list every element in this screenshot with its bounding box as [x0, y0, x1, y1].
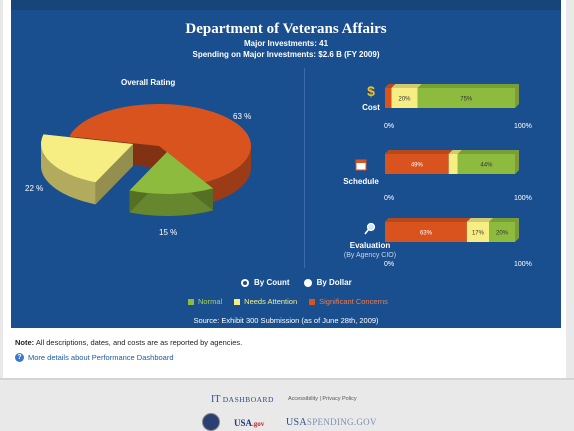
metric-evaluation-sub: (By Agency CIO)	[343, 252, 397, 259]
it-dashboard-logo-it: IT	[211, 394, 221, 405]
bar-evaluation-attention	[466, 222, 489, 242]
bar-evaluation-normal-label: 20%	[496, 231, 509, 237]
bar-evaluation-attention-label: 17%	[472, 231, 485, 237]
legend-concerns-label: Significant Concerns	[319, 297, 388, 306]
radio-by-dollar-label: By Dollar	[316, 278, 352, 287]
dollar-icon: $	[367, 83, 375, 99]
evaluation-axis-max: 100%	[514, 261, 532, 268]
radio-by-dollar-dot[interactable]	[303, 278, 312, 287]
legend-concerns: Significant Concerns	[309, 297, 388, 306]
legend: Normal Needs Attention Significant Conce…	[188, 297, 388, 306]
evaluation-axis-min: 0%	[384, 261, 395, 268]
usa-gov-logo-main: USA	[234, 418, 253, 428]
legend-attention: Needs Attention	[234, 297, 297, 306]
radio-by-count[interactable]: By Count	[241, 278, 290, 287]
bar-cost-normal-label: 75%	[460, 97, 473, 103]
usaspending-logo-usa: USA	[286, 417, 307, 428]
bar-evaluation: 63% 17% 20%	[385, 218, 519, 242]
pie-label-normal: 15 %	[159, 228, 178, 237]
calendar-icon	[355, 159, 367, 171]
bar-evaluation-concerns-top	[385, 218, 471, 222]
major-investments: Major Investments: 41	[243, 39, 329, 48]
bar-cost-attention-top	[391, 84, 422, 88]
radio-by-dollar[interactable]: By Dollar	[303, 278, 352, 287]
bar-cost-concerns	[385, 88, 392, 108]
help-icon[interactable]: ?	[15, 353, 24, 362]
source-note: Source: Exhibit 300 Submission (as of Ju…	[193, 316, 379, 325]
legend-normal-swatch	[188, 298, 194, 305]
bar-cost-normal-top	[417, 84, 519, 88]
bar-cost-concerns-top	[385, 84, 396, 88]
magnifier-icon	[364, 222, 376, 235]
more-details-link[interactable]: ? More details about Performance Dashboa…	[15, 353, 174, 362]
dashboard-panel: Department of Veterans Affairs Major Inv…	[11, 0, 561, 328]
bar-schedule-normal-label: 44%	[480, 163, 493, 169]
legend-normal-label: Normal	[198, 297, 223, 306]
legend-normal: Normal	[188, 297, 222, 306]
bar-evaluation-concerns-label: 63%	[420, 231, 433, 237]
svg-text:$: $	[367, 84, 375, 98]
bar-cost-attention	[391, 88, 418, 108]
bar-schedule-concerns	[385, 154, 449, 174]
pie-slice-attention	[40, 134, 133, 205]
bar-evaluation-normal-top	[489, 218, 519, 222]
bar-evaluation-side	[515, 218, 519, 242]
bar-schedule-concerns-label: 49%	[411, 163, 424, 169]
dashboard-top-strip	[11, 0, 561, 10]
bar-schedule-attention-top	[448, 150, 462, 154]
legend-attention-swatch	[234, 298, 241, 305]
footer-links[interactable]: Accessibility | Privacy Policy	[288, 396, 357, 402]
legend-attention-label: Needs Attention	[244, 297, 298, 306]
pie-slice-normal	[129, 152, 213, 216]
metric-evaluation-label: Evaluation	[349, 241, 391, 250]
schedule-axis-max: 100%	[514, 195, 532, 202]
agency-title: Department of Veterans Affairs	[185, 21, 387, 37]
bar-cost-normal	[417, 88, 515, 108]
metric-schedule: Schedule	[313, 158, 409, 186]
bar-schedule-side	[515, 150, 519, 174]
pie-label-attention: 22 %	[25, 184, 44, 193]
bar-cost-side	[515, 84, 519, 108]
overall-rating-pie-chart	[40, 104, 251, 216]
bar-schedule-concerns-top	[385, 150, 453, 154]
metric-cost-label: Cost	[362, 103, 380, 112]
bar-evaluation-concerns	[385, 222, 467, 242]
spending-summary: Spending on Major Investments: $2.6 B (F…	[192, 50, 380, 59]
bar-schedule-normal-top	[457, 150, 519, 154]
bar-schedule-normal	[457, 154, 515, 174]
footer-separator	[0, 378, 574, 380]
it-dashboard-logo[interactable]: IT DASHBOARD	[211, 394, 274, 405]
more-details-label[interactable]: More details about Performance Dashboard	[28, 353, 174, 362]
bar-schedule-attention	[448, 154, 458, 174]
cost-axis-max: 100%	[514, 123, 532, 130]
view-toggle: By Count By Dollar	[241, 278, 352, 287]
cost-axis-min: 0%	[384, 123, 395, 130]
schedule-axis-min: 0%	[384, 195, 395, 202]
metric-cost: $ Cost	[323, 83, 419, 112]
usaspending-logo[interactable]: USASPENDING.GOV	[286, 417, 377, 428]
dashboard-header: Department of Veterans Affairs Major Inv…	[11, 20, 561, 60]
bar-cost-attention-label: 20%	[398, 97, 411, 103]
metric-evaluation: Evaluation (By Agency CIO)	[322, 222, 418, 259]
radio-by-count-label: By Count	[254, 278, 290, 287]
radio-by-count-dot[interactable]	[241, 278, 249, 287]
divider	[304, 68, 305, 268]
usa-gov-logo[interactable]: USA.gov	[234, 418, 264, 428]
bar-schedule: 49% 44%	[385, 150, 519, 174]
bar-evaluation-normal	[489, 222, 515, 242]
usa-gov-logo-suffix: .gov	[252, 420, 265, 428]
pie-label-concerns: 63 %	[233, 112, 252, 121]
metric-bar-chart: 20% 75% 49% 44% 63% 17% 20%	[385, 84, 519, 242]
metric-schedule-label: Schedule	[343, 177, 379, 186]
legend-concerns-swatch	[309, 298, 316, 305]
it-dashboard-logo-text: DASHBOARD	[222, 395, 274, 404]
note-text: Note: All descriptions, dates, and costs…	[15, 338, 242, 347]
bar-evaluation-attention-top	[466, 218, 493, 222]
overall-rating-label: Overall Rating	[121, 78, 176, 87]
bar-cost: 20% 75%	[385, 84, 519, 108]
note-bold: Note:	[15, 338, 35, 347]
note-body: All descriptions, dates, and costs are a…	[34, 338, 243, 347]
white-house-seal-icon[interactable]	[202, 413, 220, 431]
usaspending-logo-text: SPENDING.GOV	[306, 417, 377, 427]
